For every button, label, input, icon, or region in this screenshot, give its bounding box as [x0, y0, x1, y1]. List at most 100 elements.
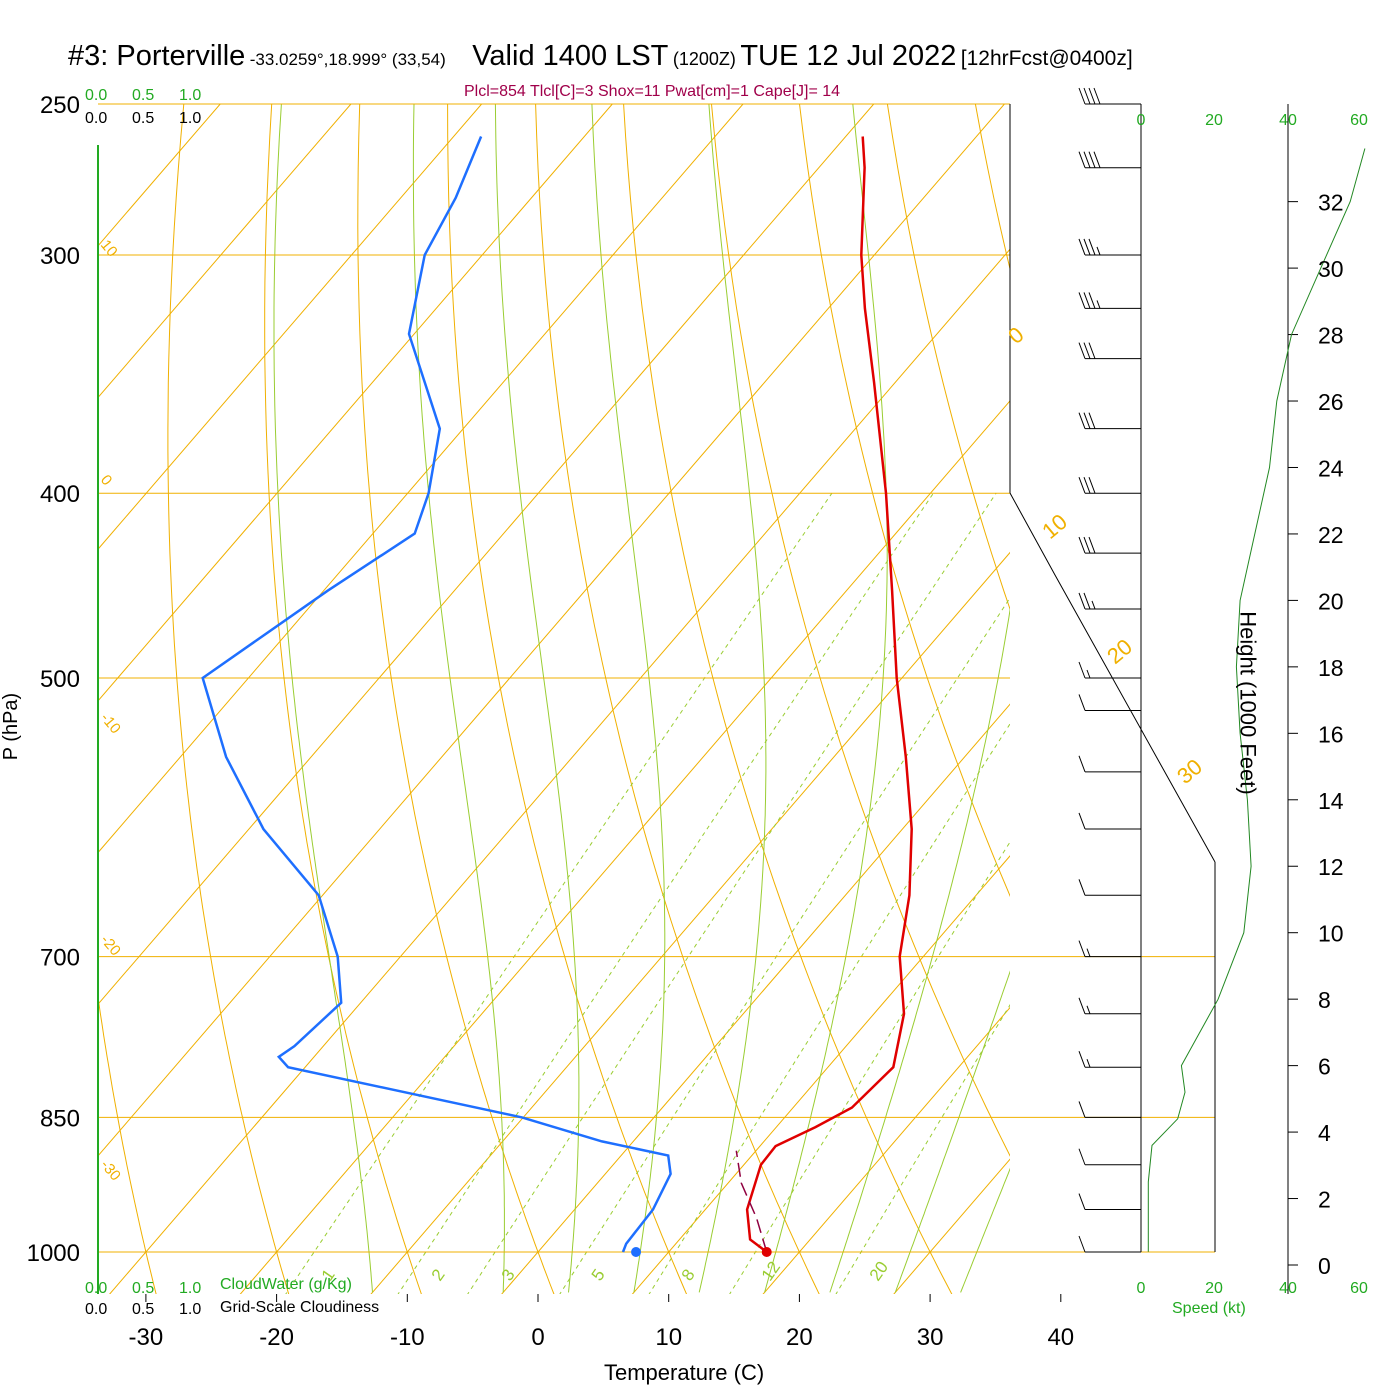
- mixing-ratio-line: [285, 492, 833, 1294]
- isotherm-label: 0: [1003, 322, 1028, 349]
- dry-adiabat: [167, 104, 290, 1294]
- parcel-line: [735, 1150, 768, 1253]
- station-coords: -33.0259°,18.999° (33,54): [249, 50, 446, 69]
- isotherm-label: -10: [97, 710, 124, 738]
- isotherm-line: [98, 104, 483, 550]
- isotherm-line: [98, 104, 744, 854]
- wind-barb-flag: [1088, 342, 1096, 359]
- height-tick-label: 32: [1318, 190, 1344, 216]
- stability-indices: Plcl=854 Tlcl[C]=3 Shox=11 Pwat[cm]=1 Ca…: [464, 83, 841, 100]
- wind-barb-half: [1086, 1059, 1091, 1068]
- cloud-scale-tick: 0.0: [85, 110, 107, 127]
- isotherm-label: 10: [1037, 509, 1072, 544]
- moist-adiabat: [494, 104, 580, 1293]
- height-tick-label: 10: [1318, 921, 1344, 947]
- wind-barb-flag: [1083, 412, 1091, 429]
- cloud-scale-tick: 0.5: [132, 87, 154, 104]
- wind-barb-flag: [1093, 151, 1101, 168]
- height-tick-label: 18: [1318, 655, 1344, 681]
- isotherm-label: -30: [97, 1157, 124, 1185]
- speed-tick-label-bottom: 20: [1205, 1280, 1223, 1297]
- temperature-tick-label: -10: [390, 1324, 425, 1351]
- pressure-tick-label: 850: [40, 1105, 80, 1132]
- dry-adiabat: [264, 104, 422, 1294]
- dry-adiabat: [623, 104, 953, 1294]
- cloud-scale-tick: 0.5: [132, 1301, 154, 1318]
- wind-speed-profile: [1147, 148, 1366, 1252]
- y-axis-label: P (hPa): [0, 692, 23, 761]
- wind-barb-flag: [1078, 997, 1086, 1014]
- height-tick-label: 26: [1318, 389, 1344, 415]
- wind-barb: [1078, 755, 1141, 773]
- mixing-ratio-line: [559, 597, 1010, 1294]
- speed-tick-label-bottom: 0: [1137, 1280, 1146, 1297]
- dry-adiabat: [357, 104, 555, 1294]
- wind-barb-flag: [1083, 292, 1091, 309]
- wind-barb-flag: [1083, 342, 1091, 359]
- wind-barb-flag: [1083, 477, 1091, 494]
- right-frame-diagonal: [1009, 492, 1216, 863]
- wind-barb-flag: [1078, 1101, 1086, 1118]
- mixing-ratio-line: [835, 1004, 1010, 1294]
- wind-barb-flag: [1078, 755, 1086, 773]
- pressure-tick-label: 250: [40, 92, 80, 119]
- temperature-tick-label: 20: [786, 1324, 813, 1351]
- moist-adiabat: [894, 970, 1010, 1293]
- surface-dewpoint-marker: [631, 1247, 642, 1257]
- wind-barb-flag: [1078, 812, 1086, 830]
- mixing-ratio-label: 2: [428, 1266, 449, 1285]
- wind-barb-flag: [1078, 1235, 1086, 1253]
- height-tick-label: 6: [1318, 1054, 1331, 1080]
- wind-barb: [1078, 879, 1141, 896]
- wind-barb-flag: [1083, 536, 1091, 554]
- height-tick-label: 28: [1318, 323, 1344, 349]
- cloud-scale-tick: 0.0: [85, 1301, 107, 1318]
- wind-barb-flag: [1078, 151, 1086, 168]
- dry-adiabat: [1063, 104, 1400, 1316]
- wind-barb: [1078, 342, 1141, 360]
- cloud-scale-tick: 0.5: [132, 1280, 154, 1297]
- wind-barb: [1078, 412, 1141, 430]
- wind-barb: [1078, 151, 1141, 169]
- pressure-tick-label: 1000: [27, 1240, 80, 1267]
- wind-barb-flag: [1088, 238, 1096, 256]
- wind-barb: [1078, 87, 1141, 105]
- height-tick-label: 14: [1318, 788, 1344, 814]
- wind-barb-flag: [1088, 151, 1096, 168]
- wind-barb-flag: [1078, 87, 1086, 105]
- wind-barb-flag: [1093, 87, 1101, 105]
- wind-barb-flag: [1088, 87, 1096, 105]
- wind-barb: [1078, 477, 1141, 494]
- cloud-scale-tick: 1.0: [179, 1280, 201, 1297]
- wind-barb-half: [1086, 948, 1091, 957]
- isotherm-line: [1137, 104, 1400, 1316]
- wind-barb-flag: [1078, 292, 1086, 309]
- isotherm-line: [370, 551, 1010, 1294]
- wind-barb-flag: [1078, 940, 1086, 957]
- speed-tick-label-top: 40: [1279, 112, 1297, 129]
- wind-barb-flag: [1078, 412, 1086, 429]
- wind-barb-flag: [1088, 292, 1096, 309]
- wind-barb: [1078, 292, 1141, 309]
- isotherm-label: 0: [97, 472, 115, 489]
- wind-barb-half: [1096, 246, 1101, 256]
- cloud-scale-tick: 1.0: [179, 1301, 201, 1318]
- wind-barb-flag: [1083, 151, 1091, 168]
- height-tick-label: 22: [1318, 522, 1344, 548]
- wind-barb-flag: [1078, 592, 1086, 610]
- wind-barb-flag: [1078, 694, 1086, 711]
- temperature-tick-label: 30: [917, 1324, 944, 1351]
- dry-adiabat: [447, 104, 688, 1294]
- wind-barb-flag: [1083, 87, 1091, 105]
- isotherm-line: [239, 400, 1010, 1294]
- surface-temperature-marker: [761, 1247, 772, 1257]
- pressure-tick-label: 300: [40, 243, 80, 270]
- wind-barb-flag: [1078, 477, 1086, 494]
- wind-barb-flag: [1078, 238, 1086, 256]
- height-axis-label: Height (1000 Feet): [1235, 611, 1261, 795]
- isotherm-label: 10: [97, 237, 121, 261]
- wind-barb: [1078, 940, 1141, 958]
- wind-barb-flag: [1088, 477, 1096, 494]
- height-tick-label: 4: [1318, 1120, 1331, 1146]
- height-tick-label: 12: [1318, 854, 1344, 880]
